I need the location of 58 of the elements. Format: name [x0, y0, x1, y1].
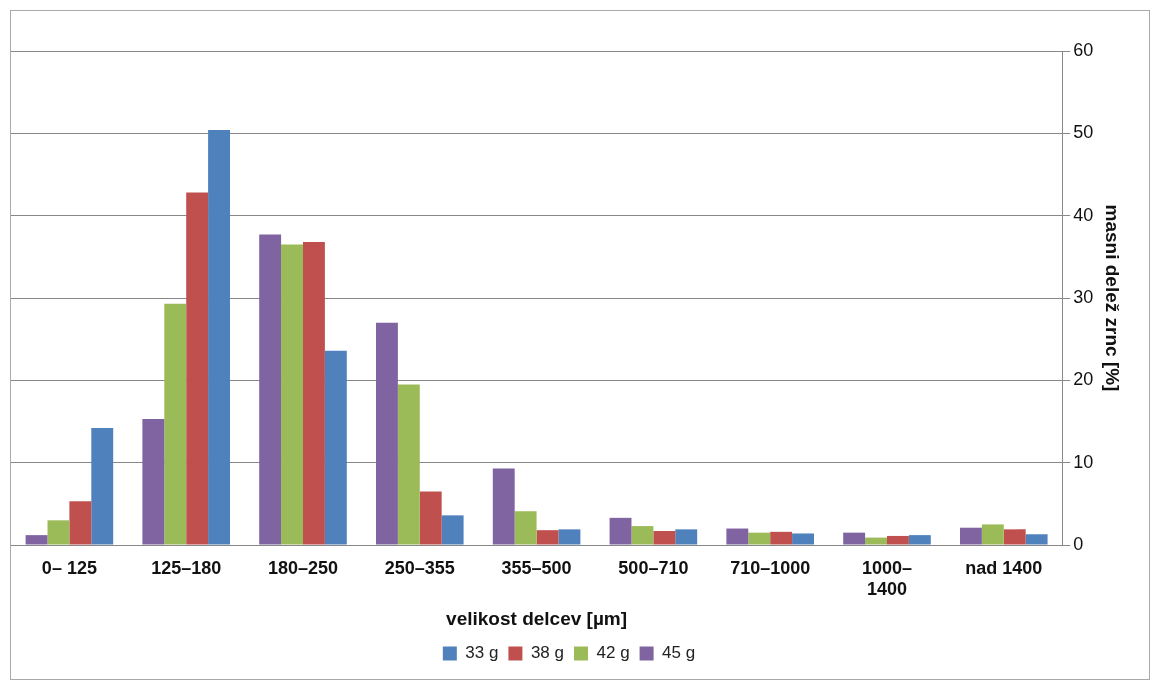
y-tick-label: 40: [1073, 204, 1094, 225]
bar: [47, 520, 70, 545]
bar: [91, 428, 114, 545]
bar: [675, 529, 698, 545]
bar: [843, 532, 866, 545]
bar: [324, 350, 347, 545]
x-tick-label: 180–250: [267, 557, 339, 578]
bar: [259, 234, 282, 545]
legend-label: 42 g: [596, 643, 630, 663]
bar: [865, 537, 887, 545]
bar: [419, 491, 442, 545]
bar: [981, 524, 1004, 545]
y-tick-label: 10: [1073, 451, 1094, 472]
x-tick-label: 125–180: [151, 557, 222, 578]
bar: [375, 322, 398, 545]
bar: [653, 531, 676, 545]
bar: [558, 529, 581, 545]
bar: [908, 535, 931, 545]
legend-label: 38 g: [530, 643, 565, 663]
bar: [25, 535, 48, 545]
y-tick-label: 60: [1073, 39, 1094, 60]
bar: [302, 242, 325, 545]
bar: [959, 527, 982, 545]
x-tick-label: 710–1000: [730, 557, 811, 578]
x-tick-label: 500–710: [618, 557, 689, 578]
bar: [1003, 529, 1026, 545]
x-tick-label: nad 1400: [965, 557, 1043, 578]
legend-label: 33 g: [465, 643, 499, 663]
x-axis-title: velikost delcev [µm]: [446, 607, 628, 629]
bar: [609, 517, 632, 545]
bar: [69, 501, 92, 545]
bar: [142, 419, 165, 545]
bar: [770, 531, 793, 545]
bar: [186, 192, 209, 545]
legend-label: 45 g: [662, 643, 696, 663]
x-tick-label: 355–500: [501, 557, 572, 578]
bar: [397, 384, 420, 545]
bar: [1025, 534, 1048, 545]
bar: [492, 468, 515, 545]
y-axis-title: masni delež zrnc [%]: [1102, 204, 1124, 392]
bar: [164, 303, 187, 545]
bar: [726, 528, 749, 545]
bar: [792, 533, 814, 545]
bar: [441, 515, 464, 545]
bar: [208, 130, 230, 545]
bar: [281, 244, 303, 545]
x-tick-label: 250–355: [384, 557, 455, 578]
y-tick-label: 0: [1073, 533, 1084, 554]
y-tick-label: 50: [1073, 122, 1094, 143]
y-tick-label: 20: [1073, 369, 1094, 390]
bar: [536, 530, 559, 545]
x-tick-label: 0– 125: [41, 557, 97, 578]
y-tick-label: 30: [1073, 286, 1094, 307]
bar: [886, 535, 909, 545]
x-tick-label: 1000–1400: [861, 557, 913, 600]
bar: [514, 511, 537, 545]
bar: [748, 532, 771, 545]
bar: [631, 526, 654, 545]
